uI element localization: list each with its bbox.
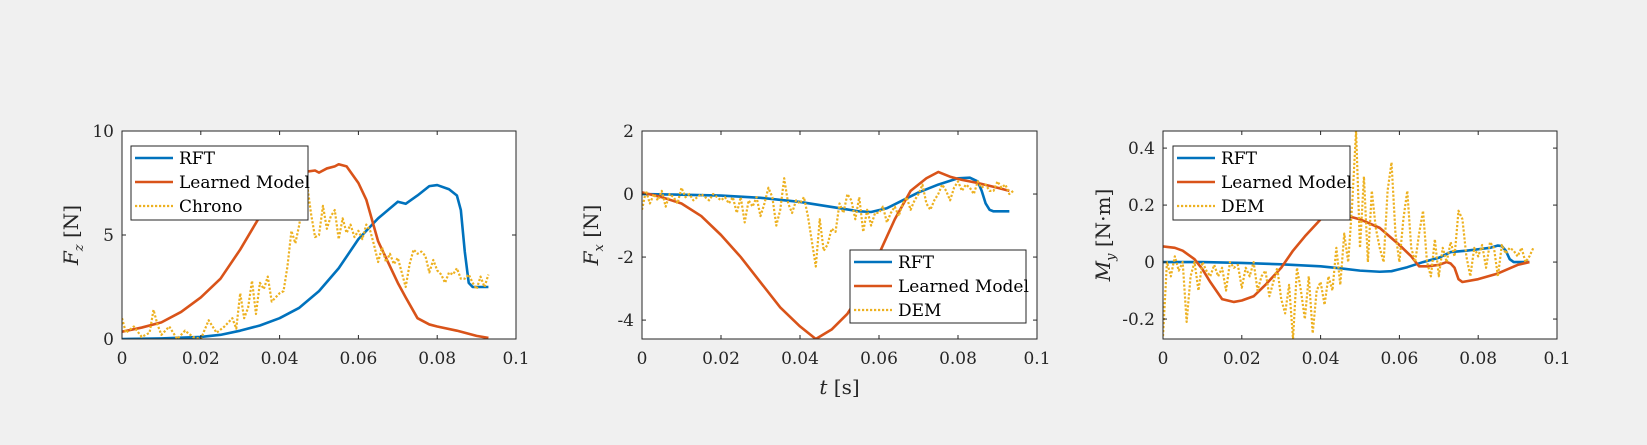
legend-label: Chrono <box>179 197 243 217</box>
y-axis-label-unit: [N·m] <box>1091 189 1115 254</box>
legend-label: RFT <box>898 253 935 273</box>
x-tick-label: 0.06 <box>860 349 898 369</box>
chart-panel-3: 0 0.02 0.04 0.06 0.08 0.10.40.20-0.2My [N·m]R… <box>1091 130 1571 369</box>
y-tick-label: 0 <box>103 330 114 350</box>
y-tick-label: 2 <box>623 122 634 142</box>
series-line-chrono <box>122 183 490 339</box>
legend: RFT Learned Model DEM <box>849 249 1029 324</box>
y-tick-label: -2 <box>617 248 634 268</box>
y-tick-label: 0 <box>623 185 634 205</box>
x-tick-label: 0.02 <box>1223 349 1261 369</box>
x-tick-label: 0.1 <box>1543 349 1570 369</box>
x-tick-label: 0.04 <box>261 349 299 369</box>
x-tick-label: 0 <box>637 349 648 369</box>
x-tick-label: 0.08 <box>418 349 456 369</box>
x-axis-label-unit: [s] <box>827 375 859 399</box>
series-line-learned-model <box>122 162 489 339</box>
y-axis-label: Fz [N] <box>59 205 87 266</box>
y-axis-label-var: F <box>59 250 83 266</box>
x-tick-label: 0.04 <box>1302 349 1340 369</box>
series-group <box>642 170 1014 339</box>
y-axis-label-sub: z <box>72 244 87 252</box>
y-tick-label: 0 <box>1144 253 1155 273</box>
y-tick-label: 10 <box>92 122 114 142</box>
chart-panel-2: 0 0.02 0.04 0.06 0.08 0.1 2 0 -2 -4 Fx [N] t [s] RFT… <box>579 122 1051 399</box>
x-tick-label: 0.06 <box>1380 349 1418 369</box>
y-axis-label-var: M <box>1091 260 1115 282</box>
x-tick-label: 0 <box>117 349 128 369</box>
y-tick-label: -0.2 <box>1122 310 1155 330</box>
y-axis-label-sub: y <box>1104 253 1119 262</box>
y-axis-label-unit: [N] <box>579 205 603 244</box>
y-axis-label-var: F <box>579 250 603 266</box>
chart-panel-1: 0 0.02 0.04 0.06 0.08 0.1 0 5 10 Fz [N] RFT Learned… <box>59 122 530 369</box>
legend-label: Learned Model <box>898 277 1029 297</box>
axes-box <box>641 130 1038 340</box>
series-line-rft <box>642 176 1010 214</box>
x-tick-label: 0.02 <box>182 349 220 369</box>
axes-box <box>1162 130 1558 340</box>
x-tick-label: 0.04 <box>781 349 819 369</box>
x-tick-label: 0.1 <box>1023 349 1050 369</box>
y-tick-label: 0.2 <box>1128 196 1155 216</box>
series-line-learned-model <box>642 170 1010 339</box>
x-tick-label: 0.02 <box>702 349 740 369</box>
x-tick-label: 0.06 <box>339 349 377 369</box>
series-line-dem <box>642 177 1014 268</box>
x-tick-label: 0.08 <box>1459 349 1497 369</box>
legend-label: Learned Model <box>179 173 310 193</box>
legend-label: DEM <box>898 301 941 321</box>
x-tick-label: 0.08 <box>939 349 977 369</box>
legend: RFT Learned Model Chrono <box>130 145 310 221</box>
y-axis-label-sub: x <box>592 243 607 251</box>
x-axis-label: t [s] <box>819 375 859 399</box>
series-line-dem <box>1163 131 1535 339</box>
y-tick-label: -4 <box>617 311 634 331</box>
y-tick-label: 0.4 <box>1128 139 1155 159</box>
x-tick-label: 0.1 <box>502 349 529 369</box>
legend-label: Learned Model <box>1221 173 1352 193</box>
x-axis-label-var: t <box>819 375 828 399</box>
legend-label: RFT <box>1221 149 1258 169</box>
x-tick-label: 0 <box>1158 349 1169 369</box>
series-group <box>122 162 490 339</box>
y-tick-label: 5 <box>103 226 114 246</box>
legend-label: RFT <box>179 149 216 169</box>
y-axis-label: My [N·m] <box>1091 189 1119 283</box>
series-line-rft <box>122 183 489 339</box>
legend-label: DEM <box>1221 197 1264 217</box>
y-axis-label-unit: [N] <box>59 205 83 244</box>
legend: RFT Learned Model DEM <box>1172 145 1352 221</box>
y-axis-label: Fx [N] <box>579 205 607 267</box>
